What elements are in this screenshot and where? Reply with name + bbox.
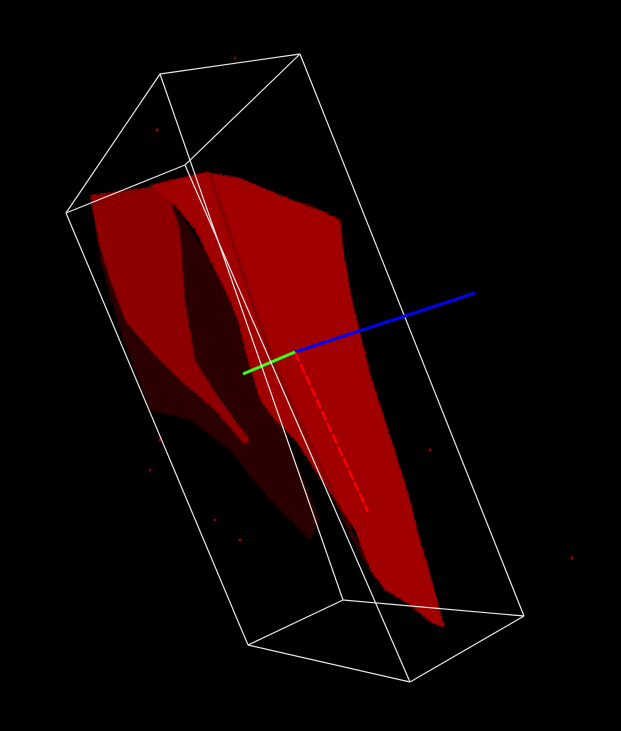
y-axis-line [242, 350, 296, 376]
x-axis-line [293, 351, 370, 513]
z-axis-line [294, 291, 476, 354]
point-cloud-sparse-points [148, 56, 574, 560]
bounding-box-back-edges [65, 53, 525, 617]
point-cloud-left-strip [90, 185, 250, 445]
point-cloud-main-surface [150, 172, 445, 628]
bounding-box-front-edges [65, 73, 525, 683]
coordinate-axes [242, 291, 476, 513]
point-cloud-ridge [208, 174, 367, 561]
